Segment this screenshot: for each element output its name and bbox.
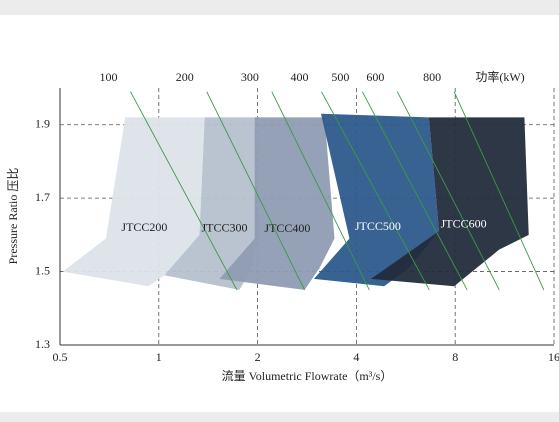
power-label: 500 [331,70,349,84]
power-label: 600 [366,70,384,84]
power-unit-label: 功率(kW) [475,69,524,84]
region [370,117,529,287]
region-label: JTCC300 [201,220,247,234]
y-tick-label: 1.7 [35,190,50,204]
power-line [396,91,500,291]
x-axis-label: 流量 Volumetric Flowrate（m³/s） [222,369,393,383]
region-label: JTCC600 [441,216,487,230]
power-label: 100 [100,70,118,84]
x-tick-label: 4 [353,350,359,364]
region [313,113,439,287]
y-axis-label: Pressure Ratio 压比 [6,168,20,265]
region-label: JTCC400 [264,221,310,235]
region [164,117,258,290]
power-line [453,91,545,291]
power-line [361,91,468,291]
power-label: 300 [241,70,259,84]
power-label: 200 [176,70,194,84]
power-label: 400 [290,70,308,84]
power-line [321,91,430,291]
x-tick-label: 0.5 [53,350,68,364]
y-tick-label: 1.9 [35,116,50,130]
region [62,117,205,287]
region-label: JTCC200 [121,220,167,234]
power-line [271,91,370,291]
y-tick-label: 1.3 [35,337,50,351]
power-line [206,91,305,291]
power-label: 800 [423,70,441,84]
x-tick-label: 2 [255,350,261,364]
x-tick-label: 16 [548,350,559,364]
x-tick-label: 8 [452,350,458,364]
x-tick-label: 1 [156,350,162,364]
y-tick-label: 1.5 [35,263,50,277]
power-line [130,91,238,291]
region-label: JTCC500 [355,219,401,233]
